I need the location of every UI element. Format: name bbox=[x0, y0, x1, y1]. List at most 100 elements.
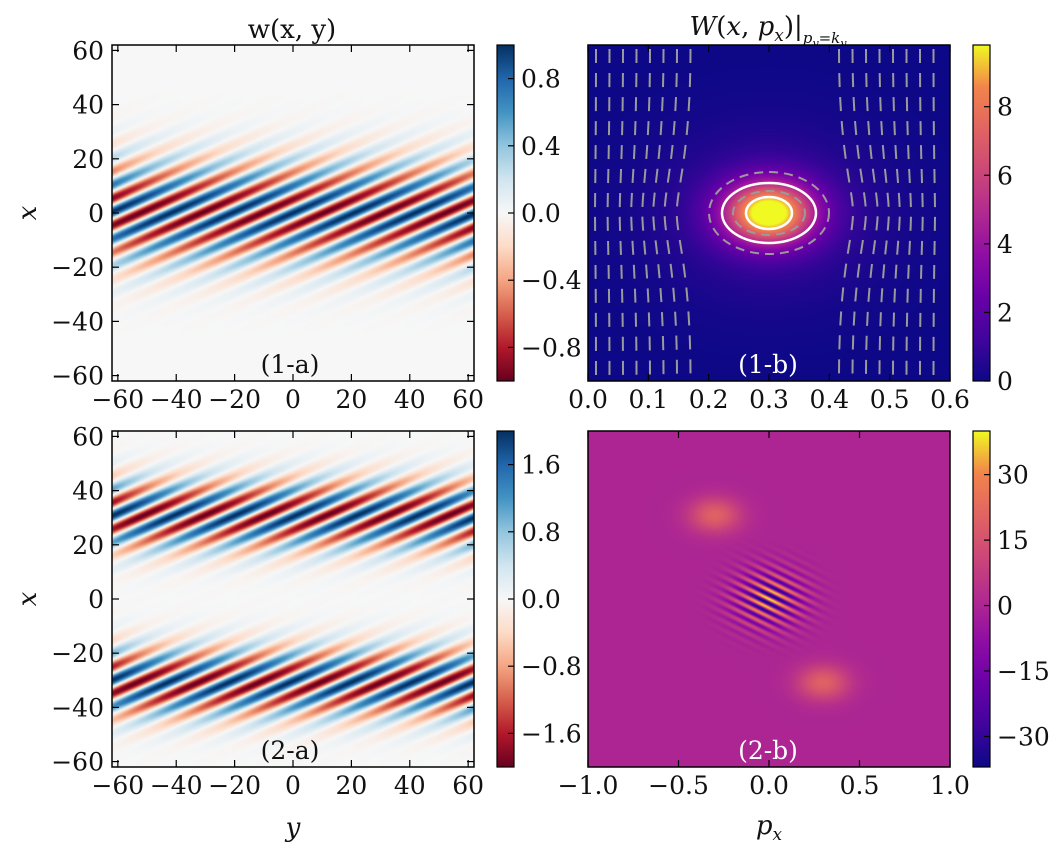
panel-2b-colorbar bbox=[972, 430, 991, 768]
ytick-label: 20 bbox=[72, 145, 104, 174]
xtick-label: 0.0 bbox=[749, 771, 789, 800]
colorbar-tick-label: 4 bbox=[997, 230, 1013, 259]
colorbar-tick-label: −15 bbox=[997, 657, 1050, 686]
ytick-label: 0 bbox=[88, 585, 104, 614]
xtick-label: 60 bbox=[452, 771, 484, 800]
ytick-label: −20 bbox=[51, 639, 104, 668]
ytick-label: 60 bbox=[72, 36, 104, 65]
colorbar-tick-label: −0.8 bbox=[521, 652, 582, 681]
xtick-label: 20 bbox=[335, 385, 367, 414]
xtick-label: −1.0 bbox=[558, 771, 619, 800]
xtick-label: 0.6 bbox=[930, 385, 970, 414]
xtick-label: 0.3 bbox=[749, 385, 789, 414]
panel-1b-ticks: 0.0 0.1 0.2 0.3 0.4 0.5 0.6 bbox=[568, 45, 970, 414]
panel-2b-xlabel: px bbox=[756, 811, 783, 845]
colorbar-tick-label: −0.4 bbox=[521, 266, 582, 295]
contour-dashed-line bbox=[838, 48, 855, 378]
xtick-label: 0.0 bbox=[568, 385, 608, 414]
colorbar-tick-label: 15 bbox=[997, 526, 1029, 555]
panel-2a-ylabel: x bbox=[13, 591, 43, 606]
colorbar-tick-label: 0.0 bbox=[521, 199, 561, 228]
xtick-label: 0.5 bbox=[870, 385, 910, 414]
panel-1b-colorbar-ticks: 8 6 4 2 0 bbox=[984, 93, 1013, 396]
panel-2b-ticks: −1.0 −0.5 0.0 0.5 1.0 bbox=[558, 431, 970, 800]
ytick-label: −60 bbox=[51, 362, 104, 391]
contour-dashed-line bbox=[878, 48, 890, 378]
contour-dashed-line bbox=[919, 48, 924, 378]
contour-dashed-line bbox=[892, 48, 901, 378]
panel-2a-colorbar-ticks: 1.6 0.8 0.0 −0.8 −1.6 bbox=[508, 451, 582, 748]
xtick-label: 20 bbox=[335, 771, 367, 800]
panel-2b-heatmap bbox=[588, 431, 950, 767]
contour-solid-inner bbox=[744, 195, 794, 231]
colorbar-tick-label: 0.8 bbox=[521, 518, 561, 547]
contour-dashed-line bbox=[932, 48, 937, 378]
xtick-label: 1.0 bbox=[930, 771, 970, 800]
panel-1a-ylabel: x bbox=[13, 205, 43, 220]
contour-dashed-line bbox=[594, 48, 597, 378]
ytick-label: 60 bbox=[72, 422, 104, 451]
xtick-label: −60 bbox=[91, 771, 144, 800]
panel-2b-label: (2-b) bbox=[738, 736, 798, 765]
ytick-label: 20 bbox=[72, 531, 104, 560]
panel-1a: w(x, y) (1-a) −60 −40 −20 0 20 40 606040200−20… bbox=[13, 15, 582, 414]
panel-2a-label: (2-a) bbox=[261, 736, 320, 765]
ytick-label: −40 bbox=[51, 693, 104, 722]
panel-2b: (2-b) −1.0 −0.5 0.0 0.5 1.0 px 30 15 0 −15 −30 bbox=[558, 430, 1050, 845]
contour-dashed-line bbox=[865, 48, 879, 378]
colorbar-tick-label: 0.8 bbox=[521, 65, 561, 94]
contour-solid-outer bbox=[720, 181, 818, 245]
contour-dashed-line bbox=[905, 48, 912, 378]
xtick-label: 0 bbox=[285, 771, 301, 800]
xtick-label: −0.5 bbox=[648, 771, 709, 800]
ytick-label: 40 bbox=[72, 477, 104, 506]
panel-2a-heatmap bbox=[112, 431, 474, 767]
xtick-label: −20 bbox=[208, 385, 261, 414]
ytick-label: −20 bbox=[51, 253, 104, 282]
xtick-label: −60 bbox=[91, 385, 144, 414]
panel-1b: W(x, px)|py=ky (1-b) 0.0 0.1 0.2 0.3 0.4 0.5 0… bbox=[568, 12, 1013, 414]
xtick-label: 0.4 bbox=[809, 385, 849, 414]
panel-1b-label: (1-b) bbox=[738, 350, 798, 379]
contour-dashed-line bbox=[652, 48, 665, 378]
ytick-label: 0 bbox=[88, 199, 104, 228]
xtick-label: 40 bbox=[394, 385, 426, 414]
panel-1b-title: W(x, px)|py=ky bbox=[690, 12, 848, 50]
colorbar-tick-label: −30 bbox=[997, 722, 1050, 751]
contour-dashed bbox=[708, 171, 830, 255]
colorbar-tick-label: 0.4 bbox=[521, 132, 561, 161]
contour-dashed-line bbox=[675, 48, 692, 378]
contour-dashed bbox=[732, 190, 806, 236]
xtick-label: 40 bbox=[394, 771, 426, 800]
panel-1b-colorbar bbox=[972, 44, 991, 382]
panel-1a-colorbar-ticks: 0.8 0.4 0.0 −0.4 −0.8 bbox=[508, 65, 582, 362]
ytick-label: −60 bbox=[51, 748, 104, 777]
ytick-label: 40 bbox=[72, 91, 104, 120]
panel-1a-heatmap bbox=[112, 45, 474, 381]
colorbar-tick-label: 2 bbox=[997, 298, 1013, 327]
colorbar-tick-label: 0.0 bbox=[521, 585, 561, 614]
contour-dashed-line bbox=[606, 48, 611, 378]
colorbar-tick-label: −1.6 bbox=[521, 719, 582, 748]
contour-dashed-line bbox=[641, 48, 651, 378]
xtick-label: 0.1 bbox=[628, 385, 668, 414]
panel-2a-xlabel: y bbox=[285, 813, 301, 843]
panel-2b-colorbar-ticks: 30 15 0 −15 −30 bbox=[984, 461, 1050, 751]
contour-dashed-line bbox=[630, 48, 638, 378]
colorbar-tick-label: −0.8 bbox=[521, 333, 582, 362]
xtick-label: −20 bbox=[208, 771, 261, 800]
panel-1b-heatmap bbox=[588, 45, 950, 381]
xtick-label: 0.5 bbox=[840, 771, 880, 800]
xtick-label: −40 bbox=[150, 385, 203, 414]
contour-dashed-line bbox=[663, 48, 678, 378]
xtick-label: 60 bbox=[452, 385, 484, 414]
xtick-label: 0.2 bbox=[689, 385, 729, 414]
colorbar-tick-label: 0 bbox=[997, 367, 1013, 396]
colorbar-tick-label: 8 bbox=[997, 93, 1013, 122]
colorbar-tick-label: 1.6 bbox=[521, 451, 561, 480]
ytick-label: −40 bbox=[51, 307, 104, 336]
